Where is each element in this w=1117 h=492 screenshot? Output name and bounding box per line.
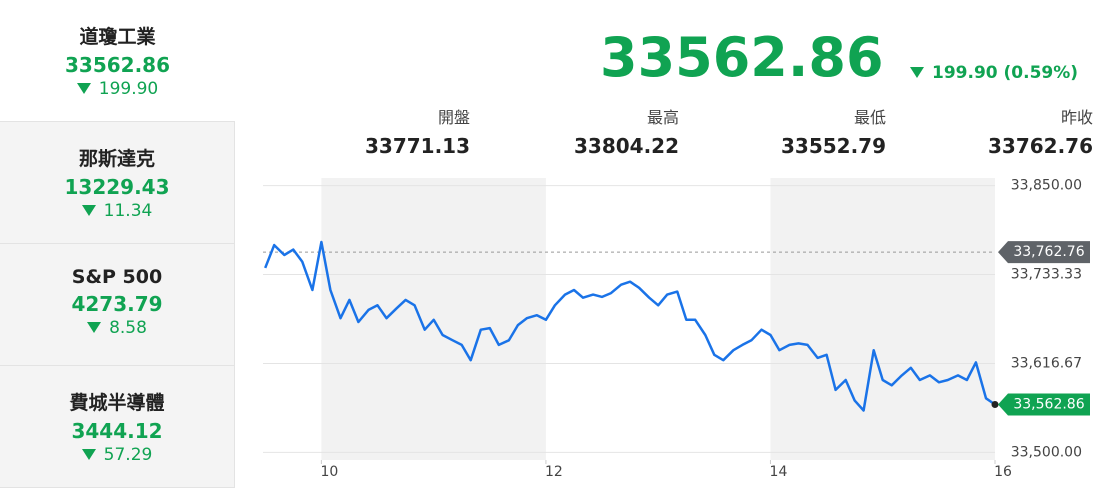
y-tick-label: 33,733.33 [1011,267,1082,283]
last-point [991,400,999,408]
down-arrow [81,205,96,216]
down-arrow [87,322,102,333]
index-change-text: 11.34 [103,201,153,221]
stat: 開盤 33771.13 [310,104,470,158]
stat: 昨收 33762.76 [933,104,1093,158]
x-tick-label: 10 [320,464,338,480]
change-text: 199.90 (0.59%) [932,63,1079,83]
sidebar: 道瓊工業 33562.86 199.90 那斯達克 13229.43 11.34 S&P 5… [0,0,235,492]
stat: 最低 33552.79 [726,104,886,158]
change: 199.90 (0.59%) [910,63,1078,83]
x-tick-label: 14 [770,464,788,480]
index-name: S&P 500 [71,266,163,288]
stat-label: 最低 [853,108,886,127]
index-change-text: 8.58 [109,318,147,338]
index-change: 8.58 [0,318,234,338]
stat-label: 昨收 [1060,108,1093,127]
index-name: 那斯達克 [78,148,155,170]
reference-label: 33,762.76 [1013,244,1084,260]
index-item[interactable]: S&P 500 4273.79 8.58 [0,244,235,366]
index-value: 3444.12 [71,419,163,443]
stat-label: 開盤 [437,108,470,127]
index-value: 4273.79 [71,292,163,316]
index-item[interactable]: 費城半導體 3444.12 57.29 [0,366,235,488]
index-change-text: 199.90 [98,79,159,99]
down-arrow [81,449,96,460]
index-item[interactable]: 道瓊工業 33562.86 199.90 [0,0,235,122]
down-arrow [76,83,91,94]
y-tick-label: 33,850.00 [1011,178,1082,194]
last-tag [998,393,1090,416]
index-change: 11.34 [0,201,234,221]
stat-value: 33552.79 [780,134,886,158]
session-band [770,178,995,460]
reference-tag [998,241,1090,264]
x-tick-label: 16 [994,464,1012,480]
price: 33562.86 [600,26,884,89]
stat-value: 33762.76 [987,134,1093,158]
stat: 最高 33804.22 [519,104,679,158]
index-name: 道瓊工業 [79,26,156,48]
index-change-text: 57.29 [103,445,153,465]
index-change: 57.29 [0,445,234,465]
last-label: 33,562.86 [1013,396,1084,412]
y-tick-label: 33,616.67 [1011,355,1082,371]
x-tick-label: 12 [545,464,563,480]
stat-value: 33804.22 [573,134,679,158]
index-item[interactable]: 那斯達克 13229.43 11.34 [0,122,235,244]
index-value: 33562.86 [64,53,170,77]
stat-value: 33771.13 [364,134,470,158]
stat-label: 最高 [646,108,679,127]
price-line [264,240,996,412]
index-name: 費城半導體 [69,392,165,414]
y-tick-label: 33,500.00 [1011,444,1082,460]
index-value: 13229.43 [64,175,170,199]
index-change: 199.90 [0,79,235,99]
down-arrow [910,67,924,78]
